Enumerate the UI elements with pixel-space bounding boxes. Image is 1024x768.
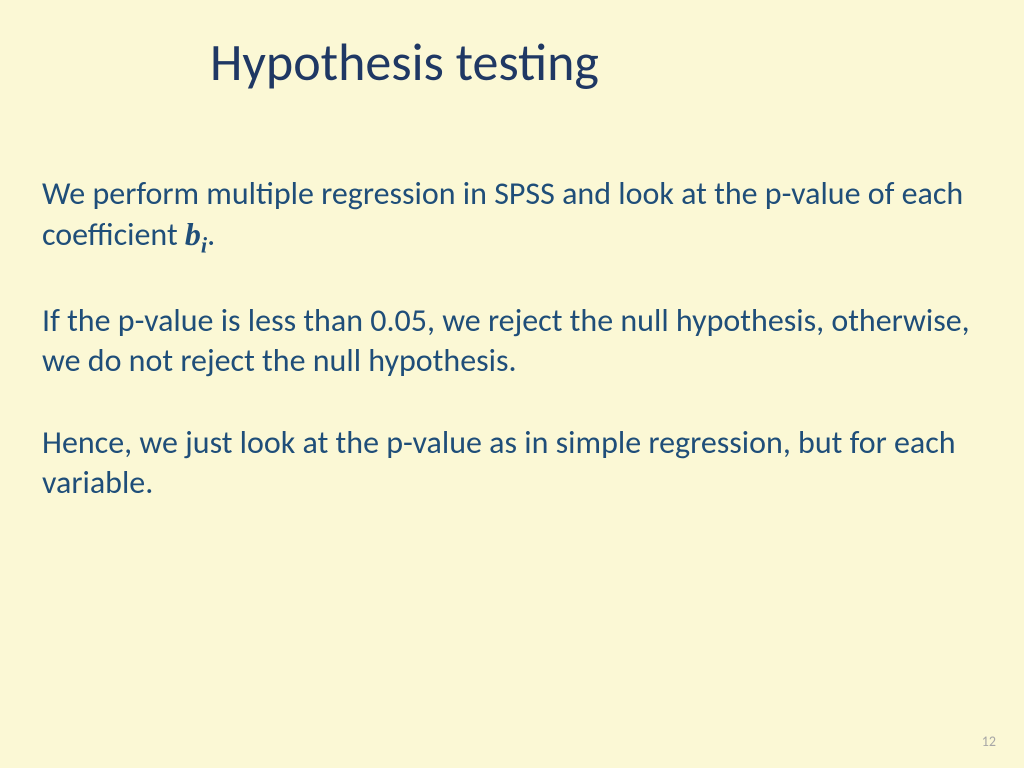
paragraph-3: Hence, we just look at the p-value as in…	[42, 423, 974, 503]
paragraph-2: If the p-value is less than 0.05, we rej…	[42, 301, 974, 381]
page-number: 12	[982, 733, 996, 750]
paragraph-1: We perform multiple regression in SPSS a…	[42, 174, 974, 259]
slide-content: We perform multiple regression in SPSS a…	[0, 94, 1024, 503]
paragraph-1-text-a: We perform multiple regression in SPSS a…	[42, 174, 963, 254]
slide-title: Hypothesis testing	[0, 0, 1024, 94]
paragraph-1-text-b: .	[207, 215, 215, 254]
math-symbol-b: b	[185, 216, 201, 252]
